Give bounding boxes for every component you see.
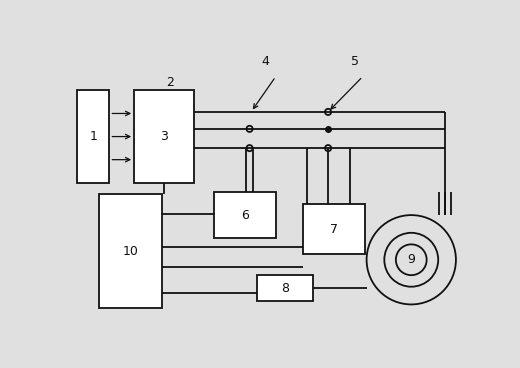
Bar (99, 194, 162, 308)
Bar (134, 91, 194, 183)
Bar (304, 204, 365, 254)
Text: 6: 6 (241, 209, 249, 222)
Text: 5: 5 (351, 54, 359, 68)
Bar (214, 192, 276, 238)
Bar (257, 275, 313, 301)
Bar (77, 91, 109, 183)
Text: 10: 10 (122, 245, 138, 258)
Text: 7: 7 (330, 223, 338, 236)
Text: 2: 2 (166, 76, 174, 89)
Text: 1: 1 (89, 130, 97, 143)
Text: 9: 9 (407, 253, 415, 266)
Text: 8: 8 (281, 282, 289, 295)
Text: 3: 3 (160, 130, 168, 143)
Text: 4: 4 (261, 54, 269, 68)
